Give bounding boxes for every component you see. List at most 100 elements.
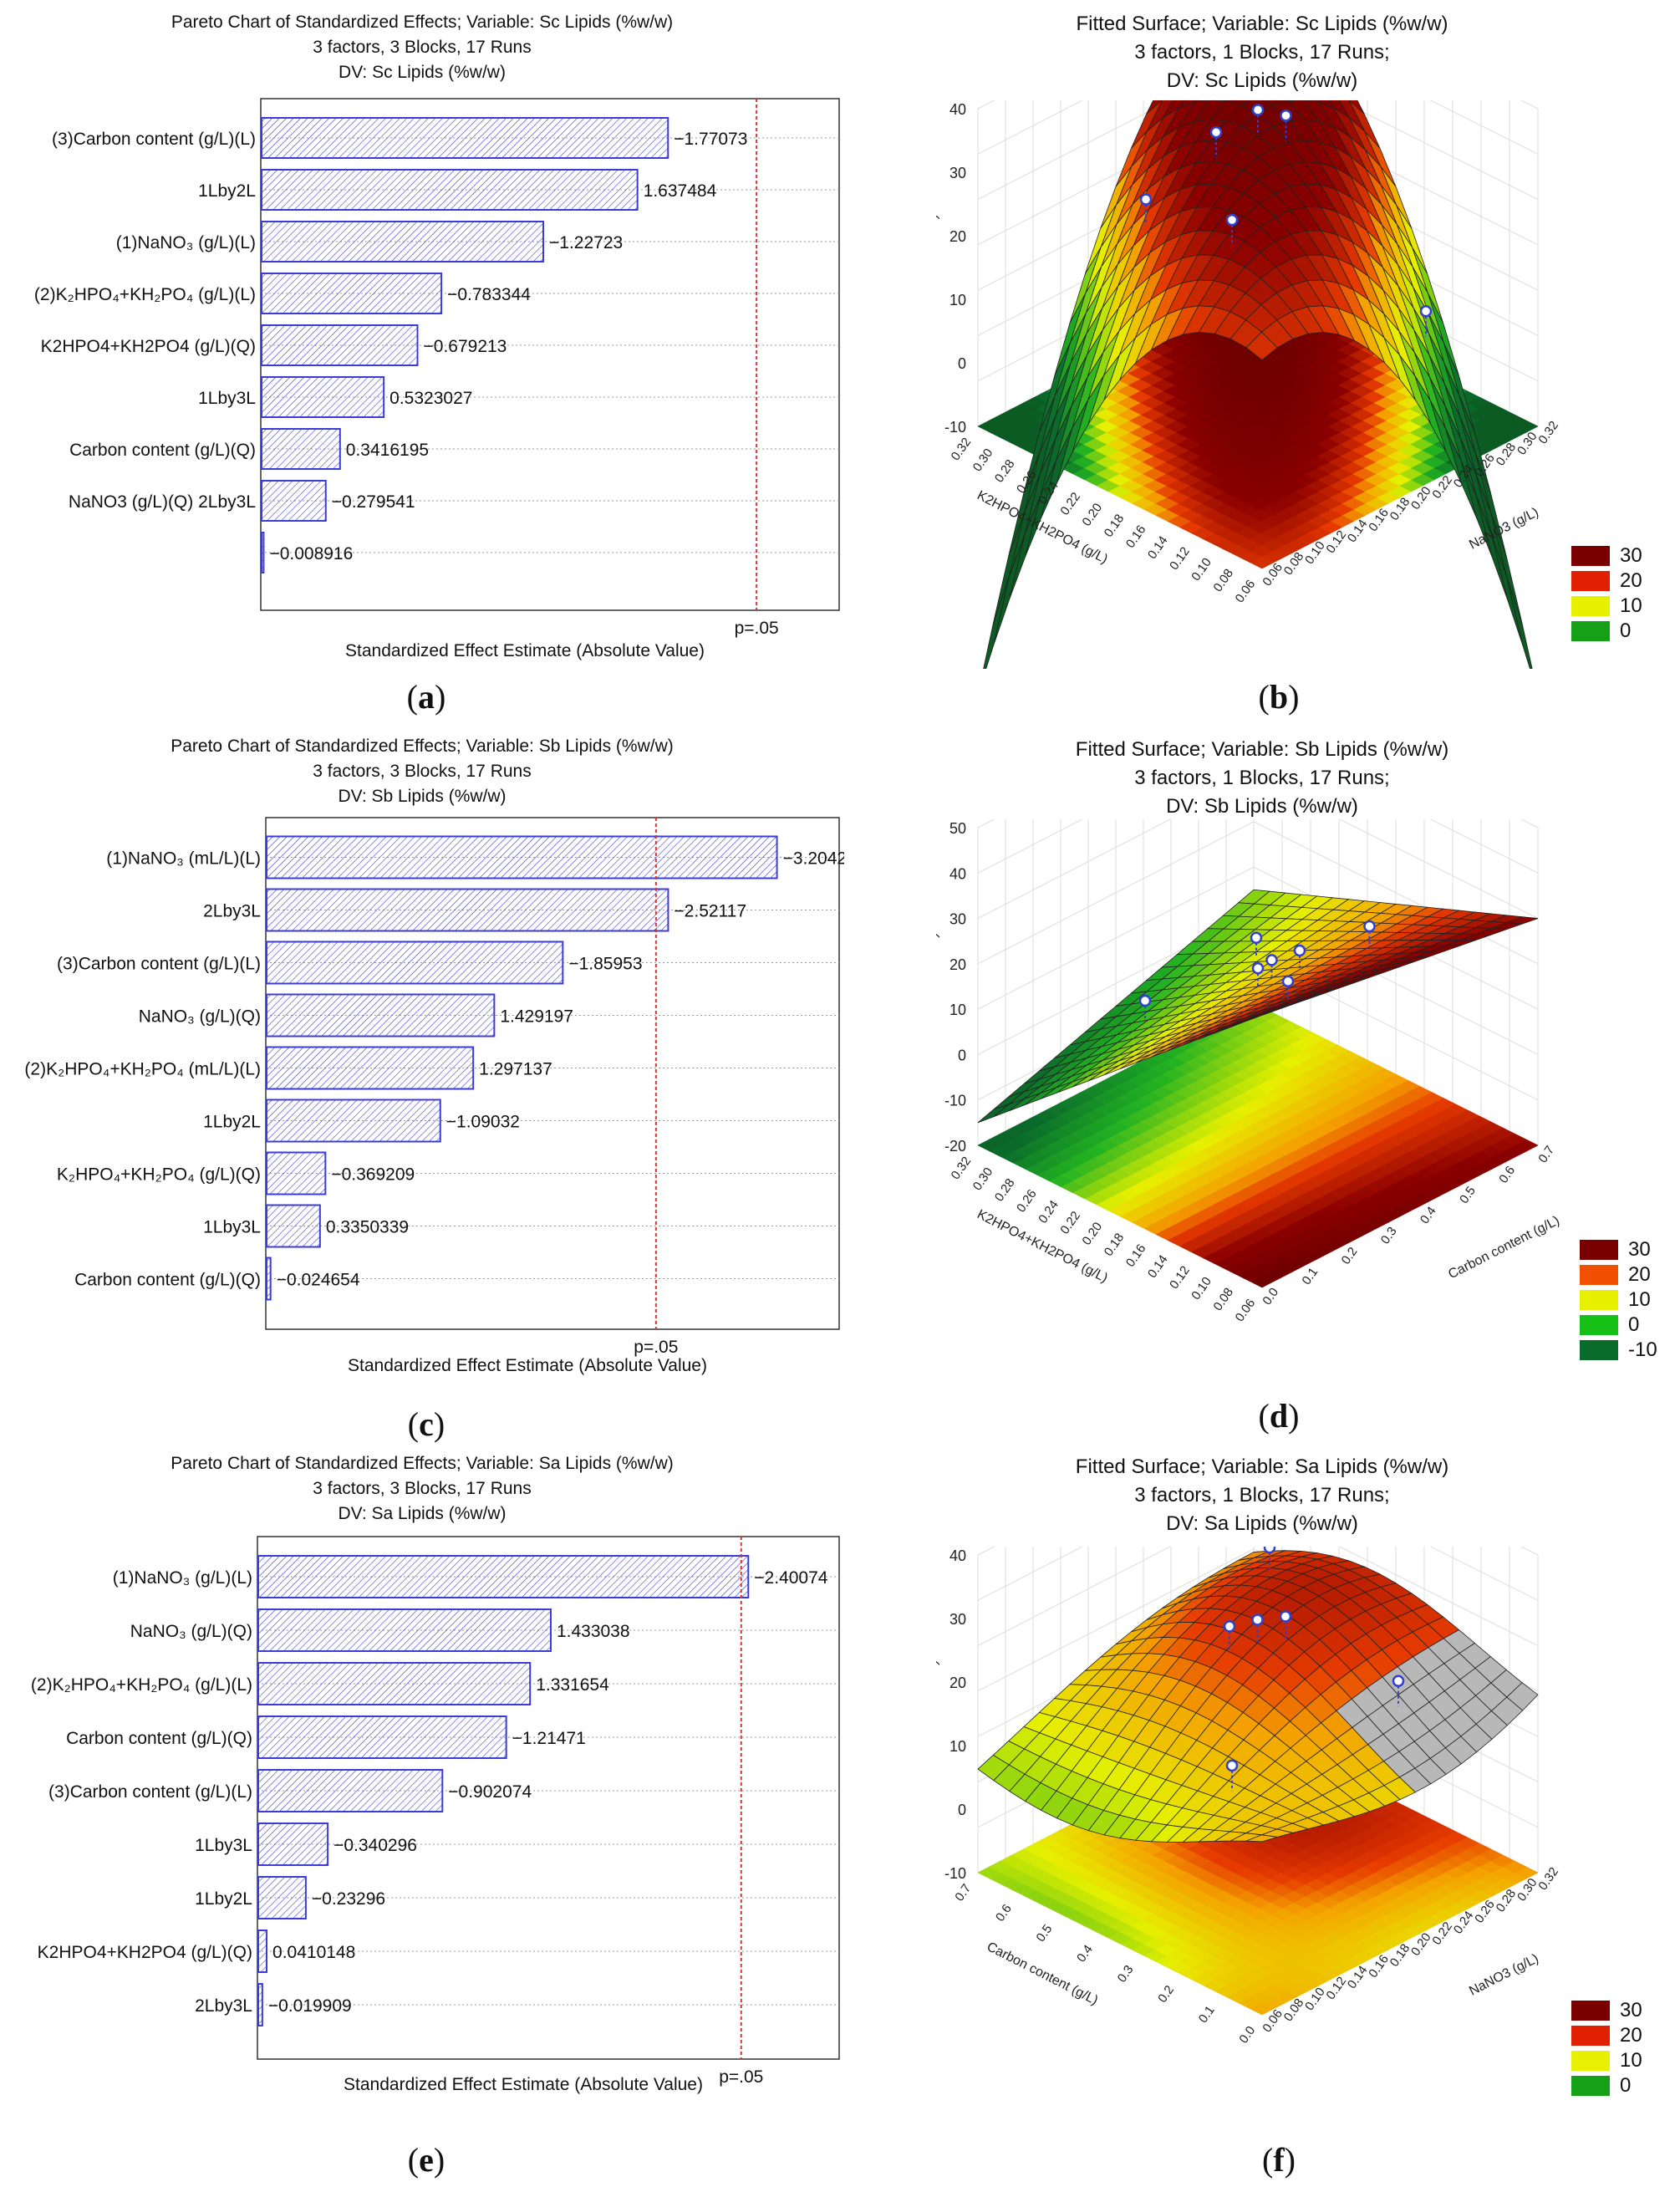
left-tick-label: 0.5 — [1034, 1922, 1056, 1945]
legend-item: 20 — [1571, 568, 1642, 594]
bar-value-label: −2.52117 — [674, 902, 746, 921]
surface-plot: 40 30 20 10 0 -10 Sa Lipids (%w/w) 0.7 0.6 0.5 0.4… — [936, 1547, 1561, 2046]
data-point — [1138, 994, 1152, 1007]
left-tick-label: 0.28 — [992, 1176, 1018, 1205]
data-point — [1280, 109, 1292, 122]
title-line: Pareto Chart of Standardized Effects; Va… — [171, 1454, 674, 1473]
legend-item: 0 — [1580, 1313, 1657, 1338]
legend-swatch — [1571, 2051, 1610, 2071]
category-label: 1Lby2L — [203, 1113, 261, 1132]
bar-value-label: −0.340296 — [333, 1836, 417, 1855]
category-label: (1)NaNO₃ (g/L)(L) — [113, 1568, 252, 1588]
legend-item: 20 — [1571, 2023, 1642, 2048]
title-line: DV: Sa Lipids (%w/w) — [1166, 1512, 1358, 1535]
pareto-panel-sc: Pareto Chart of Standardized Effects; Va… — [0, 0, 844, 719]
legend-swatch — [1571, 621, 1610, 641]
category-label: 1Lby2L — [198, 181, 256, 201]
effect-bar — [266, 1046, 475, 1090]
category-label: (2)K₂HPO₄+KH₂PO₄ (mL/L)(L) — [24, 1060, 261, 1079]
z-axis-label: Sa Lipids (%w/w) — [936, 1658, 940, 1768]
z-axis-label: Sb Lipids (%w/w) — [936, 930, 940, 1041]
legend-item: -10 — [1580, 1338, 1657, 1363]
effect-bar — [257, 1822, 329, 1866]
bar-value-label: −0.783344 — [447, 285, 531, 304]
legend-swatch — [1571, 2001, 1610, 2021]
surface-title: Fitted Surface; Variable: Sa Lipids (%w/… — [844, 1453, 1680, 1538]
surface-cell — [1245, 1009, 1278, 1022]
data-point — [1419, 305, 1433, 318]
wall-grid — [977, 1547, 1539, 1647]
legend-label: 30 — [1620, 544, 1642, 567]
bar-value-label: −1.21471 — [512, 1729, 586, 1748]
bar-value-label: −1.85953 — [568, 955, 642, 974]
left-tick-label: 0.06 — [1233, 578, 1259, 606]
legend-item: 20 — [1580, 1262, 1657, 1287]
right-tick-label: 0.7 — [1535, 1143, 1557, 1165]
title-line: 3 factors, 1 Blocks, 17 Runs; — [1134, 1484, 1390, 1506]
left-tick-label: 0.12 — [1167, 1263, 1193, 1292]
pareto-title: Pareto Chart of Standardized Effects; Va… — [0, 1451, 844, 1527]
data-point — [1225, 213, 1239, 227]
z-tick-label: 50 — [949, 820, 966, 837]
panel-caption: (f) — [1262, 2141, 1296, 2179]
category-label: Carbon content (g/L)(Q) — [69, 441, 256, 460]
title-line: 3 factors, 1 Blocks, 17 Runs; — [1134, 767, 1390, 789]
legend-swatch — [1571, 596, 1610, 616]
left-tick-label: 0.6 — [993, 1902, 1015, 1924]
left-tick-label: 0.18 — [1102, 512, 1128, 540]
category-label: 2Lby3L — [195, 1996, 252, 2016]
effect-bar — [261, 480, 327, 522]
bar-value-label: 1.429197 — [500, 1007, 573, 1027]
effect-bar — [266, 941, 564, 985]
category-label: K2HPO4+KH2PO4 (g/L)(Q) — [41, 337, 256, 356]
z-tick-label: 0 — [958, 1047, 966, 1063]
bar-value-label: −1.09032 — [446, 1113, 520, 1132]
data-point — [1363, 920, 1376, 933]
effect-bar — [261, 532, 265, 574]
title-line: 3 factors, 3 Blocks, 17 Runs — [313, 38, 532, 57]
effect-bar — [266, 1099, 441, 1143]
z-tick-label: -10 — [944, 1865, 966, 1882]
left-tick-label: 0.7 — [952, 1882, 974, 1904]
category-label: K2HPO4+KH2PO4 (g/L)(Q) — [38, 1943, 252, 1962]
legend-swatch — [1580, 1290, 1618, 1310]
surface-title: Fitted Surface; Variable: Sc Lipids (%w/… — [844, 10, 1680, 95]
legend-label: 0 — [1620, 2074, 1632, 2097]
wall-grid — [977, 866, 1539, 1010]
panel-caption: (d) — [1258, 1397, 1300, 1435]
surface-cell — [977, 1104, 1010, 1124]
category-label: NaNO3 (g/L)(Q) 2Lby3L — [69, 492, 256, 512]
category-label: (1)NaNO₃ (mL/L)(L) — [106, 849, 261, 869]
right-tick-label: 0.6 — [1496, 1164, 1518, 1186]
category-label: 2Lby3L — [203, 902, 261, 921]
left-tick-label: 0.22 — [1057, 1209, 1083, 1237]
bar-value-label: 1.297137 — [479, 1060, 552, 1079]
right-tick-label: 0.4 — [1418, 1204, 1439, 1226]
z-tick-label: 10 — [949, 1002, 966, 1018]
title-line: 3 factors, 3 Blocks, 17 Runs — [313, 762, 532, 781]
effect-bar — [257, 1876, 307, 1919]
legend-swatch — [1580, 1265, 1618, 1285]
category-label: 1Lby3L — [203, 1218, 261, 1237]
title-line: Fitted Surface; Variable: Sa Lipids (%w/… — [1075, 1455, 1449, 1478]
surface-group — [977, 1547, 1539, 2016]
category-label: Carbon content (g/L)(Q) — [66, 1729, 252, 1748]
effect-bar — [261, 376, 385, 418]
bar-value-label: −0.019909 — [268, 1996, 352, 2016]
category-label: Carbon content (g/L)(Q) — [74, 1271, 261, 1290]
category-label: (1)NaNO₃ (g/L)(L) — [116, 233, 256, 252]
left-tick-label: 0.1 — [1196, 2003, 1218, 2026]
bar-value-label: −0.024654 — [277, 1271, 360, 1290]
x-axis-label: Standardized Effect Estimate (Absolute V… — [348, 1356, 707, 1375]
threshold-label: p=.05 — [735, 619, 779, 638]
surface-panel-sa: Fitted Surface; Variable: Sa Lipids (%w/… — [844, 1438, 1680, 2187]
left-tick-label: 0.26 — [1014, 1187, 1040, 1216]
z-tick-label: -10 — [944, 419, 966, 436]
legend-swatch — [1580, 1240, 1618, 1260]
color-legend: 30 20 10 0 -10 — [1580, 1237, 1657, 1363]
z-tick-label: 0 — [958, 355, 966, 372]
effect-bar — [266, 993, 496, 1037]
z-tick-label: -20 — [944, 1138, 966, 1155]
z-tick-label: 40 — [949, 1547, 966, 1564]
left-tick-label: 0.4 — [1074, 1942, 1096, 1965]
